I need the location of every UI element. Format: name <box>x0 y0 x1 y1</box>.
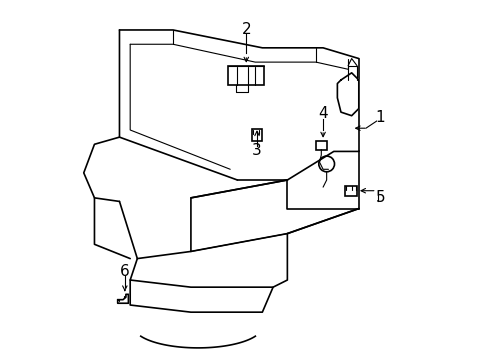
Text: 1: 1 <box>375 110 384 125</box>
Text: 3: 3 <box>252 143 262 158</box>
FancyBboxPatch shape <box>344 186 356 196</box>
Text: 2: 2 <box>241 22 250 37</box>
FancyBboxPatch shape <box>315 141 326 150</box>
Text: 4: 4 <box>318 107 327 121</box>
FancyBboxPatch shape <box>228 66 264 85</box>
FancyBboxPatch shape <box>251 129 261 141</box>
Polygon shape <box>337 73 358 116</box>
Text: 5: 5 <box>375 190 384 204</box>
Text: 6: 6 <box>120 264 129 279</box>
Polygon shape <box>118 294 128 303</box>
